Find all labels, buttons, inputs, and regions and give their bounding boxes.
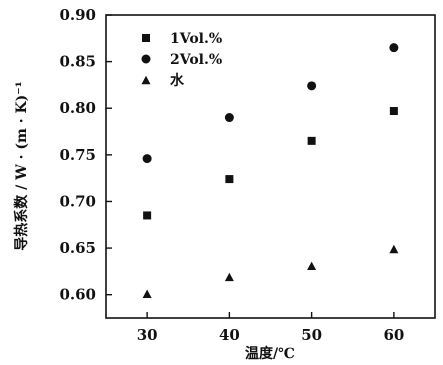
circle-data-point [224, 113, 234, 123]
y-tick-label: 0.60 [59, 286, 96, 304]
y-tick-label: 0.65 [59, 239, 96, 257]
triangle-data-point [307, 261, 317, 270]
x-tick-label: 40 [219, 326, 240, 344]
x-axis-title: 温度/℃ [245, 345, 295, 362]
triangle-data-point [389, 244, 399, 254]
square-data-point [389, 107, 398, 116]
x-tick-label: 30 [137, 326, 158, 344]
circle-data-point [389, 43, 399, 53]
y-tick-label: 0.85 [59, 53, 96, 71]
legend-triangle-marker [141, 75, 151, 85]
y-axis-ticks: 0.60 0.65 0.70 0.75 0.80 0.85 0.90 [59, 6, 112, 304]
legend-circle-marker [141, 54, 151, 64]
triangle-data-point [224, 272, 234, 282]
y-tick-label: 0.80 [59, 99, 96, 117]
square-data-point [225, 175, 234, 184]
y-axis-title: 导热系数 / W · (m · K)⁻¹ [13, 81, 30, 251]
y-tick-label: 0.75 [59, 146, 96, 164]
x-axis-ticks: 30 40 50 60 [137, 312, 404, 344]
square-data-point [307, 136, 316, 145]
x-tick-label: 50 [301, 326, 322, 344]
triangle-data-point [142, 289, 152, 298]
legend-label: 1Vol.% [170, 31, 222, 47]
legend-label: 水 [170, 72, 185, 89]
legend-label: 2Vol.% [170, 52, 222, 68]
circle-data-point [307, 81, 317, 91]
x-tick-label: 60 [383, 326, 404, 344]
y-tick-label: 0.70 [59, 192, 96, 210]
legend-square-marker [142, 34, 150, 42]
y-tick-label: 0.90 [59, 6, 96, 24]
circle-data-point [142, 154, 152, 164]
data-points [142, 43, 399, 298]
legend: 1Vol.% 2Vol.% 水 [141, 31, 222, 89]
square-data-point [143, 211, 152, 220]
plot-frame [105, 14, 436, 319]
